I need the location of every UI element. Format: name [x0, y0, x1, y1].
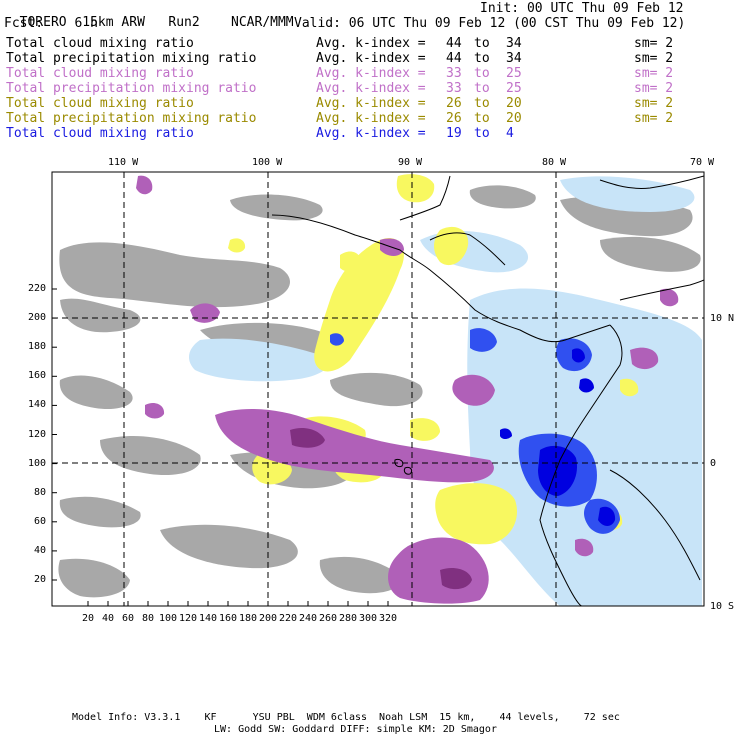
legend-k-end: 25	[506, 81, 522, 96]
x-tick-label: 60	[121, 613, 135, 624]
graticule	[52, 172, 704, 606]
legend-k-start: 26	[446, 96, 462, 111]
map-fields	[52, 172, 704, 606]
y-axis-ticks	[52, 288, 57, 581]
legend-smoothing: sm= 2	[634, 51, 674, 66]
lon-label-100w: 100 W	[252, 157, 283, 168]
legend-smoothing: sm= 2	[634, 36, 674, 51]
legend-smoothing: sm= 2	[634, 81, 674, 96]
legend-field-name: Total precipitation mixing ratio	[6, 51, 257, 66]
legend-avg-label: Avg. k-index =	[316, 81, 426, 96]
lat-label-0: 0	[710, 458, 717, 469]
legend-to: to	[474, 66, 490, 81]
y-tick-label: 80	[33, 486, 46, 498]
legend-avg-label: Avg. k-index =	[316, 51, 426, 66]
x-tick-label: 160	[218, 613, 238, 624]
x-tick-label: 280	[338, 613, 358, 624]
legend-avg-label: Avg. k-index =	[316, 126, 426, 141]
x-tick-label: 20	[81, 613, 95, 624]
x-tick-label: 240	[298, 613, 318, 624]
legend-field-name: Total cloud mixing ratio	[6, 126, 194, 141]
x-tick-label: 180	[238, 613, 258, 624]
y-tick-label: 120	[27, 428, 46, 440]
forecast-hour: Fcst: 6 h	[4, 17, 98, 31]
legend-field-name: Total cloud mixing ratio	[6, 66, 194, 81]
x-tick-label: 140	[198, 613, 218, 624]
x-tick-label: 300	[358, 613, 378, 624]
y-tick-label: 20	[33, 574, 46, 585]
legend-k-start: 44	[446, 51, 462, 66]
fcst-label: Fcst:	[4, 16, 44, 31]
legend-k-end: 25	[506, 66, 522, 81]
legend-k-end: 20	[506, 111, 522, 126]
lon-label-80w: 80 W	[542, 157, 567, 168]
dark-purple-core	[290, 428, 472, 590]
lon-label-110w: 110 W	[108, 157, 139, 168]
lon-label-90w: 90 W	[398, 157, 423, 168]
x-tick-label: 200	[258, 613, 278, 624]
x-tick-label: 100	[158, 613, 178, 624]
legend-field-name: Total precipitation mixing ratio	[6, 81, 257, 96]
legend-to: to	[474, 36, 490, 51]
legend-avg-label: Avg. k-index =	[316, 111, 426, 126]
x-tick-label: 80	[141, 613, 155, 624]
x-tick-label: 220	[278, 613, 298, 624]
legend-smoothing: sm= 2	[634, 96, 674, 111]
lat-label-10n: 10 N	[710, 313, 735, 324]
lat-label-10s: 10 S	[710, 601, 735, 612]
title-line: TORERO 15km ARW Run2 NCAR/MMM	[4, 2, 294, 30]
y-tick-label: 220	[27, 283, 46, 294]
legend-to: to	[474, 126, 490, 141]
legend-k-start: 19	[446, 126, 462, 141]
purple-cloud-field	[136, 175, 679, 604]
model-name: TORERO	[19, 15, 67, 30]
x-tick-label: 320	[378, 613, 398, 624]
plot-frame	[51, 171, 705, 607]
lon-label-70w: 70 W	[690, 157, 715, 168]
legend-k-end: 34	[506, 51, 522, 66]
x-tick-label: 260	[318, 613, 338, 624]
legend-k-end: 4	[506, 126, 514, 141]
y-tick-label: 100	[27, 457, 46, 469]
legend-to: to	[474, 51, 490, 66]
legend-avg-label: Avg. k-index =	[316, 96, 426, 111]
y-tick-label: 200	[27, 312, 46, 324]
x-axis-ticks	[87, 601, 389, 606]
legend-k-start: 33	[446, 66, 462, 81]
legend-k-start: 33	[446, 81, 462, 96]
coastlines	[271, 175, 704, 606]
legend-avg-label: Avg. k-index =	[316, 36, 426, 51]
legend-k-end: 34	[506, 36, 522, 51]
y-tick-label: 140	[27, 399, 46, 411]
fcst-value: 6 h	[74, 16, 98, 31]
x-tick-label: 40	[101, 613, 115, 624]
resolution: 15km ARW	[82, 15, 145, 30]
legend-to: to	[474, 111, 490, 126]
y-tick-label: 40	[33, 544, 46, 556]
legend-k-end: 20	[506, 96, 522, 111]
legend-smoothing: sm= 2	[634, 66, 674, 81]
legend-field-name: Total cloud mixing ratio	[6, 96, 194, 111]
legend-k-start: 44	[446, 36, 462, 51]
legend-to: to	[474, 81, 490, 96]
legend-avg-label: Avg. k-index =	[316, 66, 426, 81]
init-time: Init: 00 UTC Thu 09 Feb 12	[480, 1, 684, 16]
physics-info-line: LW: Godd SW: Goddard DIFF: simple KM: 2D…	[214, 724, 497, 735]
darkblue-cloud-core	[500, 348, 616, 526]
y-tick-label: 160	[27, 370, 46, 382]
legend-field-name: Total precipitation mixing ratio	[6, 111, 257, 126]
y-tick-label: 60	[33, 515, 46, 527]
legend-to: to	[474, 96, 490, 111]
y-tick-label: 180	[27, 341, 46, 353]
org-label: NCAR/MMM	[231, 15, 294, 30]
run-label: Run2	[168, 15, 200, 30]
legend-k-start: 26	[446, 111, 462, 126]
legend-smoothing: sm= 2	[634, 111, 674, 126]
model-info-line: Model Info: V3.3.1 KF YSU PBL WDM 6class…	[72, 712, 620, 723]
legend-field-name: Total cloud mixing ratio	[6, 36, 194, 51]
valid-time: Valid: 06 UTC Thu 09 Feb 12 (00 CST Thu …	[294, 16, 686, 31]
x-tick-label: 120	[178, 613, 198, 624]
